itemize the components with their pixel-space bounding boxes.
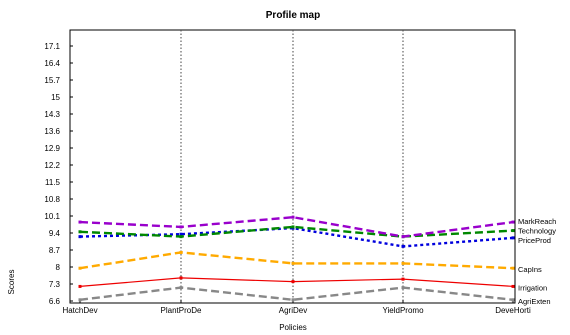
y-tick-label: 7.3 (49, 280, 61, 289)
x-tick-label: DeveHorti (495, 306, 531, 315)
data-point-irrigation (179, 276, 183, 280)
data-point-technology (511, 229, 515, 233)
data-point-agriexten (78, 298, 82, 302)
series-line-technology (79, 225, 514, 238)
data-point-capins (401, 261, 405, 265)
x-tick-label: PlantProDe (161, 306, 202, 315)
series-label-priceprod: PriceProd (518, 236, 551, 245)
y-tick-label: 12.9 (44, 144, 60, 153)
y-axis-ticks: 17.1 16.4 15.7 15 14.3 13.6 12.9 12.2 11.5 10.8 10… (44, 42, 73, 306)
series-line-priceprod (79, 226, 514, 248)
series-line-markreach (79, 215, 514, 238)
data-point-irrigation (291, 280, 295, 284)
data-point-technology (179, 235, 183, 239)
y-tick-label: 16.4 (44, 59, 60, 68)
data-point-capins (179, 250, 183, 254)
data-point-technology (78, 230, 82, 234)
data-point-priceprod (179, 232, 183, 236)
y-tick-label: 15.7 (44, 76, 60, 85)
y-tick-label: 14.3 (44, 110, 60, 119)
data-point-irrigation (401, 277, 405, 281)
data-point-markreach (291, 215, 295, 219)
series-line-capins (79, 251, 514, 270)
x-axis-ticks: HatchDev PlantProDe AgriDev YieldPromo DeveH… (62, 300, 531, 315)
series-line-agriexten (79, 286, 514, 302)
y-tick-label: 12.2 (44, 161, 60, 170)
y-tick-label: 10.1 (44, 212, 60, 221)
data-point-capins (291, 261, 295, 265)
y-tick-label: 10.8 (44, 195, 60, 204)
y-tick-label: 9.4 (49, 229, 61, 238)
series-label-agriexten: AgriExten (518, 297, 551, 306)
y-tick-label: 11.5 (45, 178, 61, 187)
series-label-technology: Technology (518, 227, 556, 236)
data-point-agriexten (291, 298, 295, 302)
x-tick-label: YieldPromo (382, 306, 424, 315)
data-point-priceprod (401, 244, 405, 248)
y-axis-title: Scores (7, 270, 16, 295)
data-point-agriexten (401, 286, 405, 290)
x-tick-label: HatchDev (62, 306, 97, 315)
data-point-irrigation (78, 284, 82, 288)
y-tick-label: 8.7 (49, 246, 61, 255)
data-point-agriexten (511, 298, 515, 302)
data-point-markreach (511, 220, 515, 224)
y-tick-label: 6.6 (49, 297, 61, 306)
data-point-markreach (401, 235, 405, 239)
data-point-markreach (78, 220, 82, 224)
data-point-irrigation (511, 284, 515, 288)
x-axis-title: Policies (279, 323, 307, 332)
data-point-technology (291, 225, 295, 229)
data-point-capins (78, 266, 82, 270)
series-label-irrigation: Irrigation (518, 283, 547, 292)
data-point-priceprod (78, 235, 82, 239)
y-tick-label: 13.6 (44, 127, 60, 136)
x-tick-label: AgriDev (279, 306, 307, 315)
series-line-irrigation (79, 277, 514, 287)
y-tick-label: 17.1 (44, 42, 60, 51)
category-gridlines (180, 30, 404, 303)
data-point-agriexten (179, 286, 183, 290)
data-point-capins (511, 266, 515, 270)
series-label-capins: CapIns (518, 265, 542, 274)
data-point-markreach (179, 225, 183, 229)
series-lines (78, 215, 515, 302)
series-label-markreach: MarkReach (518, 217, 556, 226)
chart-title: Profile map (266, 10, 320, 21)
y-tick-label: 15 (51, 93, 60, 102)
data-point-priceprod (511, 236, 515, 240)
y-tick-label: 8 (56, 263, 61, 272)
